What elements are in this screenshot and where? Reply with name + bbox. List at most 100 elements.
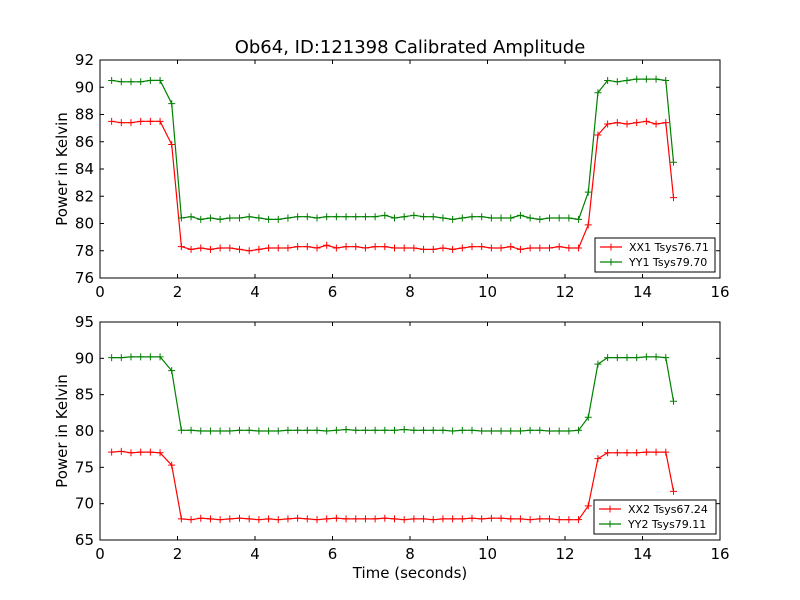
data-point <box>294 213 302 221</box>
data-point <box>623 120 631 128</box>
data-point <box>245 515 253 523</box>
data-point <box>371 243 379 251</box>
data-point <box>303 243 311 251</box>
data-point <box>642 117 650 125</box>
data-point <box>439 214 447 222</box>
data-point <box>497 214 505 222</box>
data-point <box>613 354 621 362</box>
data-point <box>507 214 515 222</box>
y-tick-label: 90 <box>75 78 94 96</box>
data-point <box>313 516 321 524</box>
x-tick-label: 10 <box>478 283 497 301</box>
data-point <box>613 449 621 457</box>
data-point <box>342 426 350 434</box>
data-point <box>604 354 612 362</box>
data-point <box>478 427 486 435</box>
data-point <box>536 215 544 223</box>
data-point <box>594 131 602 139</box>
data-point <box>117 447 125 455</box>
data-point <box>255 245 263 253</box>
bottom-plot: 0 2 4 6 8 10 12 14 16 65 70 75 80 85 90 95 Power in Kelv… <box>53 313 730 563</box>
data-point <box>187 245 195 253</box>
data-point <box>410 515 418 523</box>
x-tick-label: 14 <box>633 545 652 563</box>
legend-marker <box>606 520 614 528</box>
data-point <box>439 426 447 434</box>
data-point <box>361 244 369 252</box>
y-tick-label: 84 <box>75 160 94 178</box>
data-point <box>361 426 369 434</box>
data-point <box>400 244 408 252</box>
y-axis-label: Power in Kelvin <box>53 112 71 226</box>
data-point <box>255 427 263 435</box>
data-point <box>332 244 340 252</box>
x-tick-label: 16 <box>710 283 729 301</box>
data-point <box>623 449 631 457</box>
data-point <box>323 427 331 435</box>
data-point <box>478 213 486 221</box>
data-point <box>284 426 292 434</box>
x-tick-label: 12 <box>555 283 574 301</box>
data-point <box>294 243 302 251</box>
data-point <box>536 244 544 252</box>
data-point <box>332 514 340 522</box>
data-point <box>604 449 612 457</box>
data-point <box>565 244 573 252</box>
data-point <box>487 244 495 252</box>
data-point <box>575 215 583 223</box>
data-point <box>187 426 195 434</box>
data-point <box>468 213 476 221</box>
data-point <box>633 119 641 127</box>
data-point <box>381 426 389 434</box>
data-point <box>507 515 515 523</box>
y-axis-label: Power in Kelvin <box>53 374 71 488</box>
data-point <box>352 426 360 434</box>
data-point <box>516 211 524 219</box>
x-tick-label: 2 <box>173 283 183 301</box>
data-point <box>108 354 116 362</box>
data-point <box>516 245 524 253</box>
data-point <box>526 426 534 434</box>
data-point <box>206 515 214 523</box>
data-point <box>313 426 321 434</box>
data-point <box>420 426 428 434</box>
x-tick-label: 2 <box>173 545 183 563</box>
data-point <box>429 426 437 434</box>
data-point <box>400 213 408 221</box>
y-tick-label: 65 <box>75 531 94 549</box>
data-point <box>265 515 273 523</box>
data-point <box>594 89 602 97</box>
data-point <box>575 244 583 252</box>
y-tick-label: 76 <box>75 269 94 287</box>
data-point <box>468 514 476 522</box>
data-point <box>156 449 164 457</box>
data-point <box>584 413 592 421</box>
x-tick-label: 12 <box>555 545 574 563</box>
data-point <box>468 426 476 434</box>
data-point <box>526 516 534 524</box>
x-tick-label: 10 <box>478 545 497 563</box>
data-point <box>662 354 670 362</box>
data-point <box>117 119 125 127</box>
data-point <box>137 78 145 86</box>
data-point <box>352 243 360 251</box>
data-point <box>226 214 234 222</box>
data-point <box>497 427 505 435</box>
data-point <box>265 244 273 252</box>
data-point <box>381 211 389 219</box>
data-point <box>429 213 437 221</box>
data-point <box>187 516 195 524</box>
data-point <box>604 120 612 128</box>
data-point <box>565 427 573 435</box>
data-point <box>575 516 583 524</box>
data-point <box>662 76 670 84</box>
data-point <box>371 515 379 523</box>
data-point <box>670 158 677 166</box>
data-point <box>352 515 360 523</box>
data-point <box>117 354 125 362</box>
data-point <box>652 353 660 361</box>
data-point <box>449 245 457 253</box>
data-point <box>381 243 389 251</box>
data-point <box>449 427 457 435</box>
legend-marker <box>606 505 614 513</box>
